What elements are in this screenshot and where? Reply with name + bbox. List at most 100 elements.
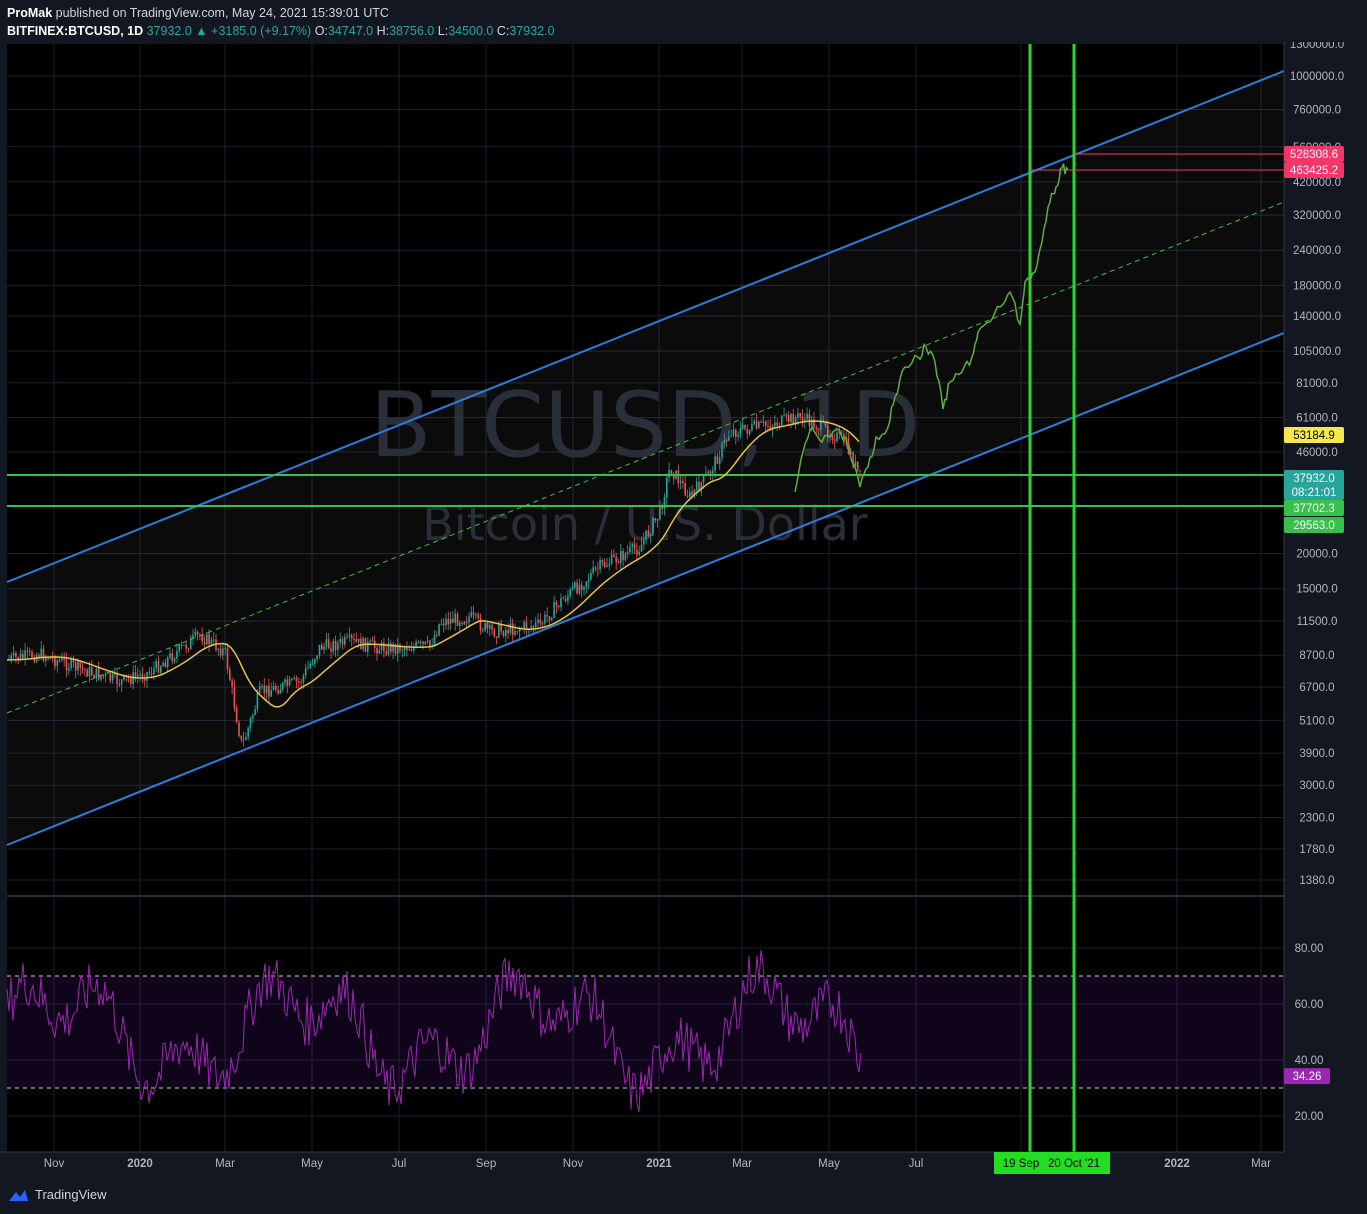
- candle-body: [491, 624, 493, 630]
- candle-body: [123, 674, 125, 680]
- candle-body: [254, 709, 256, 715]
- candle-body: [659, 505, 661, 519]
- candle-body: [199, 634, 201, 636]
- candle-body: [429, 640, 431, 647]
- candle-body: [270, 690, 272, 697]
- candle-body: [762, 421, 765, 423]
- candle-body: [263, 685, 266, 694]
- candle-body: [346, 636, 348, 638]
- candle-body: [362, 637, 364, 650]
- brand-name: TradingView: [35, 1187, 107, 1202]
- candle-body: [509, 623, 512, 634]
- high-value: 38756.0: [389, 24, 435, 38]
- price-tick-label: 11500.0: [1297, 616, 1338, 628]
- candle-body: [661, 505, 663, 509]
- candle-body: [309, 663, 312, 668]
- candle-body: [530, 626, 532, 630]
- candle-body: [739, 428, 742, 435]
- low-label: L:: [437, 24, 449, 38]
- candle-body: [166, 657, 169, 668]
- candle-body: [169, 653, 171, 658]
- time-tick-label: Jul: [909, 1158, 924, 1170]
- candle-body: [799, 413, 801, 417]
- chart-axes: 1380.0 1780.0 2300.0 3000.0 3900.0 5100.0 6700…: [0, 42, 1367, 1180]
- candle-body: [325, 639, 328, 647]
- high-label: H:: [376, 24, 390, 38]
- candle-body: [583, 586, 585, 590]
- candle-body: [19, 653, 22, 661]
- candle-body: [714, 456, 716, 471]
- candle-body: [744, 424, 746, 430]
- candle-body: [838, 432, 841, 434]
- candle-body: [447, 618, 450, 625]
- rsi-tick-label: 60.00: [1295, 999, 1324, 1011]
- candle-body: [712, 470, 714, 474]
- candle-body: [500, 624, 502, 632]
- price-badge: [1284, 517, 1344, 533]
- candle-body: [723, 440, 726, 444]
- candle-body: [111, 674, 114, 681]
- candle-body: [376, 647, 378, 654]
- candle-body: [97, 668, 100, 680]
- candle-body: [171, 653, 174, 662]
- candle-body: [353, 638, 355, 640]
- candle-body: [65, 659, 68, 671]
- candle-body: [417, 641, 420, 643]
- candle-body: [160, 666, 162, 673]
- price-axis-bg: [1284, 42, 1367, 1180]
- candle-body: [279, 689, 282, 694]
- candle-body: [445, 618, 447, 626]
- candle-body: [399, 644, 401, 651]
- candle-body: [553, 601, 555, 619]
- candle-body: [663, 497, 666, 509]
- candle-body: [454, 613, 456, 623]
- candle-body: [116, 673, 118, 685]
- time-tick-label: May: [301, 1158, 323, 1170]
- candle-body: [741, 424, 744, 429]
- candle-body: [452, 618, 454, 623]
- candle-body: [854, 461, 857, 467]
- candle-body: [617, 562, 620, 564]
- candle-body: [806, 413, 808, 420]
- candle-body: [17, 657, 19, 661]
- candle-body: [422, 641, 424, 645]
- symbol-label[interactable]: BITFINEX:BTCUSD, 1D: [7, 24, 144, 38]
- candle-body: [774, 422, 776, 426]
- publisher-name[interactable]: ProMak: [7, 6, 53, 20]
- rsi-pane: [6, 950, 862, 1113]
- candle-body: [212, 639, 215, 641]
- candle-body: [638, 551, 640, 555]
- candle-body: [804, 419, 806, 423]
- candle-body: [403, 647, 406, 650]
- candle-body: [180, 644, 183, 646]
- candle-body: [633, 544, 636, 550]
- candle-body: [498, 624, 500, 638]
- candle-body: [79, 661, 82, 668]
- candle-body: [206, 633, 208, 645]
- candle-body: [541, 623, 544, 625]
- candle-body: [118, 684, 121, 686]
- candle-body: [551, 618, 553, 621]
- time-tick-label: Mar: [732, 1158, 752, 1170]
- candle-body: [291, 678, 293, 680]
- candle-body: [580, 584, 583, 590]
- candle-body: [606, 565, 608, 567]
- candle-body: [746, 429, 749, 434]
- candle-body: [686, 495, 689, 497]
- candle-body: [114, 673, 116, 675]
- candle-body: [459, 622, 461, 626]
- candle-body: [603, 562, 606, 567]
- candle-body: [275, 685, 277, 690]
- time-tick-label: Jul: [392, 1158, 407, 1170]
- candle-body: [222, 648, 224, 656]
- candle-body: [656, 518, 659, 521]
- candle-body: [344, 637, 346, 645]
- tradingview-logo[interactable]: TradingView: [7, 1187, 107, 1202]
- candle-body: [339, 639, 341, 643]
- candle-body: [645, 530, 647, 540]
- candle-body: [626, 552, 629, 554]
- candle-body: [302, 675, 305, 683]
- candle-body: [249, 718, 252, 728]
- price-chart[interactable]: BTCUSD, 1D Bitcoin / U.S. Dollar 1380.01…: [0, 42, 1367, 1180]
- candle-body: [608, 564, 611, 566]
